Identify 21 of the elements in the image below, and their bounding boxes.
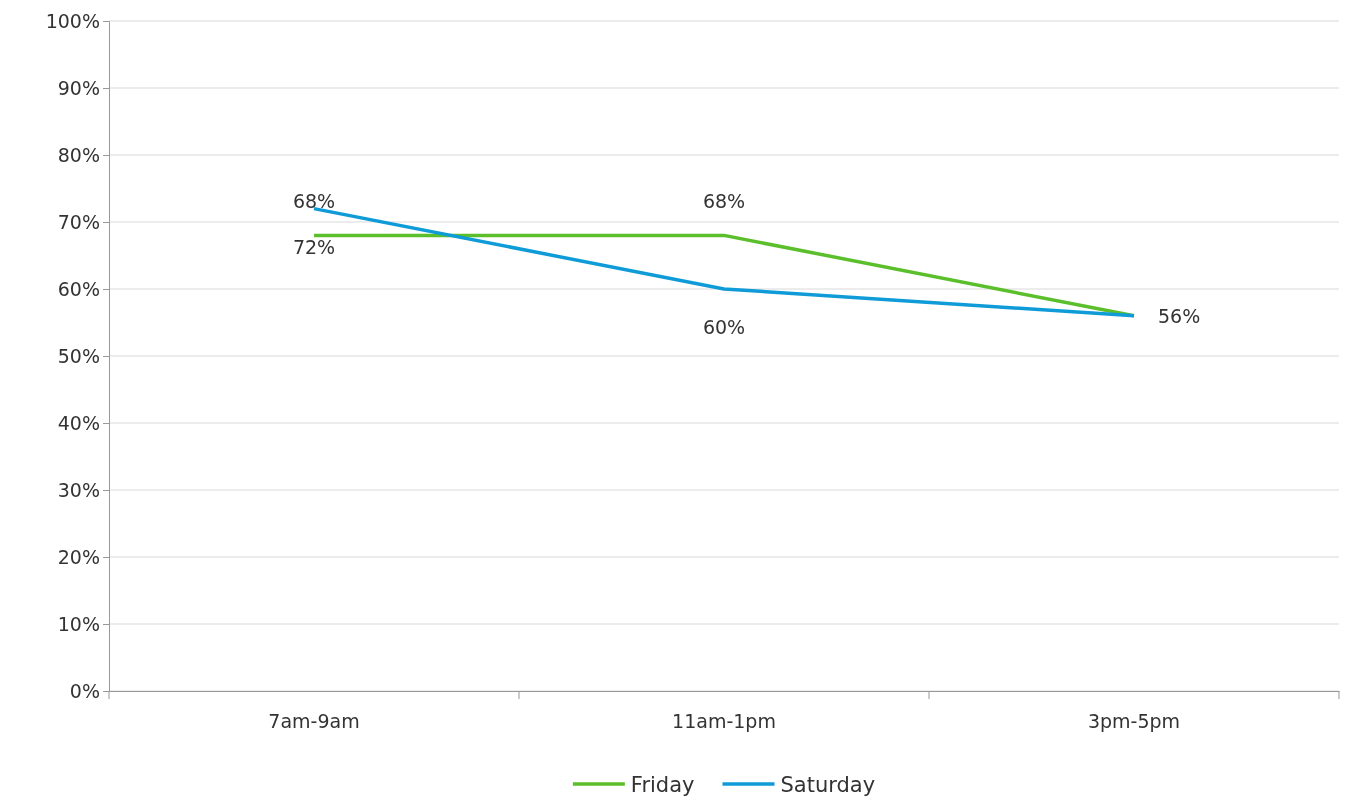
y-tick-label: 10% [57,612,100,635]
y-tick-label: 70% [57,210,100,233]
x-tick-label: 7am-9am [268,710,360,733]
y-tick-label: 60% [57,277,100,300]
x-tick-label: 3pm-5pm [1087,710,1181,733]
y-tick-label: 100% [45,9,100,32]
y-tick-label: 90% [57,76,100,99]
y-tick-label: 20% [57,545,100,568]
data-label: 60% [702,316,746,338]
y-tick-label: 30% [57,478,100,501]
y-tick-label: 80% [57,143,100,166]
data-label: 68% [292,190,336,213]
legend-label: Saturday [780,773,876,797]
data-label: 72% [292,235,336,258]
data-label: 56% [1158,304,1201,327]
x-tick-label: 11am-1pm [672,710,776,733]
y-tick-label: 0% [69,679,100,702]
data-label: 68% [702,190,746,213]
y-tick-label: 50% [57,344,100,367]
y-tick-label: 40% [57,411,100,434]
legend-label: Friday [630,773,695,797]
